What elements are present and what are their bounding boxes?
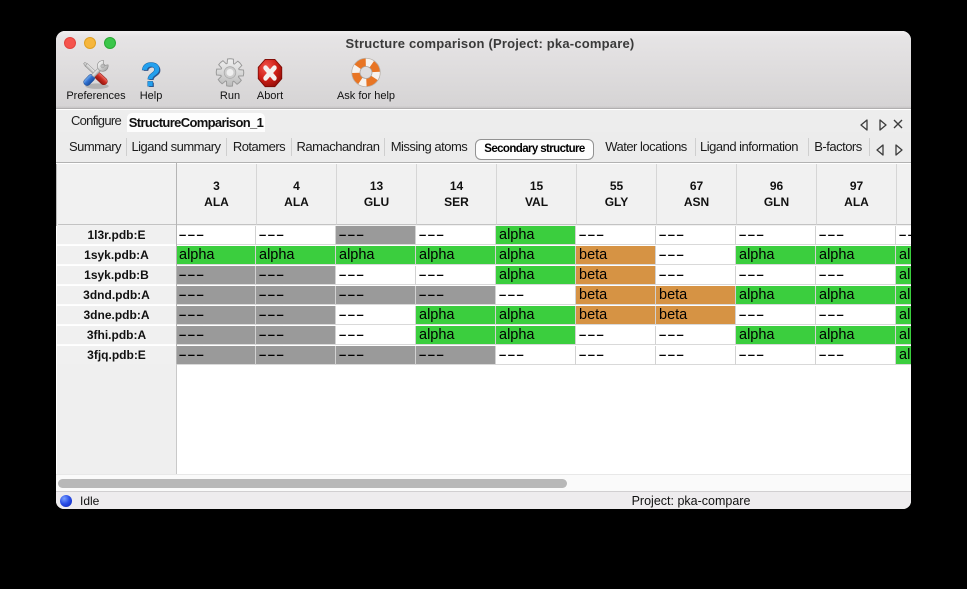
svg-text:?: ?	[141, 57, 161, 93]
svg-text:?: ?	[142, 57, 162, 93]
